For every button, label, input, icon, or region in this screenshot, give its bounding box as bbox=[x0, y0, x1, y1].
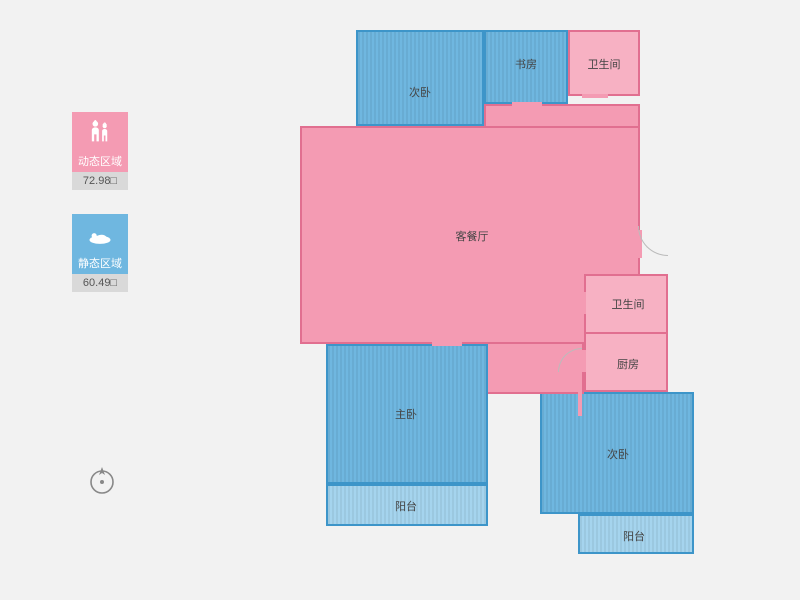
room-label-yangtai1: 阳台 bbox=[395, 498, 417, 514]
room-label-chufang: 厨房 bbox=[617, 356, 639, 372]
floor-plan: 次卧书房卫生间客餐厅卫生间厨房主卧阳台次卧阳台 bbox=[282, 30, 722, 584]
door-opening-5 bbox=[582, 292, 586, 314]
room-label-wsj2: 卫生间 bbox=[612, 296, 645, 312]
door-opening-6 bbox=[582, 350, 586, 372]
door-opening-4 bbox=[578, 390, 582, 416]
room-label-shufang: 书房 bbox=[515, 56, 537, 72]
compass-icon bbox=[86, 464, 118, 496]
legend-dynamic: 动态区域 72.98□ bbox=[72, 112, 128, 190]
legend-static-label: 静态区域 bbox=[72, 254, 128, 274]
room-label-ciwo2: 次卧 bbox=[607, 446, 629, 462]
legend-static-value: 60.49□ bbox=[72, 274, 128, 292]
room-label-wsj1: 卫生间 bbox=[588, 56, 621, 72]
legend-panel: 动态区域 72.98□ 静态区域 60.49□ bbox=[72, 112, 128, 316]
room-label-zhuwo: 主卧 bbox=[395, 406, 417, 422]
room-label-ciwo1: 次卧 bbox=[409, 84, 431, 100]
room-label-keting_main: 客餐厅 bbox=[456, 228, 489, 244]
legend-static: 静态区域 60.49□ bbox=[72, 214, 128, 292]
legend-dynamic-value: 72.98□ bbox=[72, 172, 128, 190]
legend-dynamic-label: 动态区域 bbox=[72, 152, 128, 172]
room-label-yangtai2: 阳台 bbox=[623, 528, 645, 544]
room-ciwo1 bbox=[356, 30, 484, 126]
door-opening-0 bbox=[512, 102, 542, 106]
sleep-icon bbox=[72, 214, 128, 254]
people-icon bbox=[72, 112, 128, 152]
door-arc-0 bbox=[638, 226, 668, 256]
door-opening-3 bbox=[432, 342, 462, 346]
door-opening-1 bbox=[582, 94, 608, 98]
